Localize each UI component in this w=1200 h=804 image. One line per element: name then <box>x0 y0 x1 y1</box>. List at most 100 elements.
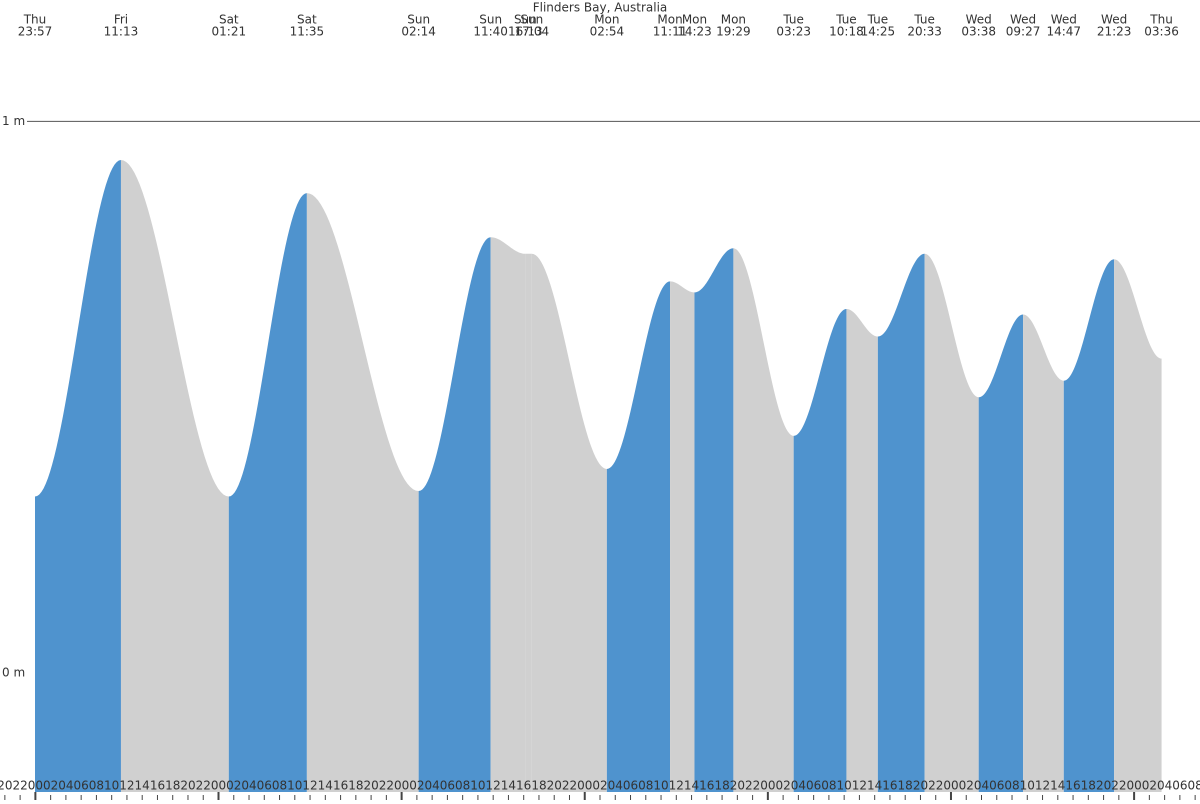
hour-label: 02 <box>409 779 424 793</box>
tide-segment <box>525 253 532 793</box>
hour-label: 14 <box>684 779 699 793</box>
hour-label: 18 <box>348 779 363 793</box>
hour-label: 08 <box>272 779 287 793</box>
tide-segment <box>1114 259 1162 793</box>
event-time: 19:29 <box>716 25 751 39</box>
event-day: Wed <box>966 13 992 27</box>
tide-segment <box>1063 259 1115 793</box>
hour-label: 04 <box>608 779 623 793</box>
hour-label: 08 <box>638 779 653 793</box>
event-time: 01:21 <box>212 25 247 39</box>
hour-label: 16 <box>699 779 714 793</box>
hour-label: 08 <box>821 779 836 793</box>
event-day: Fri <box>114 13 128 27</box>
hour-label: 10 <box>470 779 485 793</box>
event-day: Thu <box>1149 13 1173 27</box>
hour-label: 22 <box>928 779 943 793</box>
hour-label: 06 <box>623 779 638 793</box>
event-time: 11:35 <box>290 25 325 39</box>
tide-segment <box>418 237 491 792</box>
event-time: 03:23 <box>776 25 811 39</box>
hour-label: 02 <box>775 779 790 793</box>
hour-label: 00 <box>394 779 409 793</box>
event-time: 11:13 <box>104 25 139 39</box>
tide-segment <box>228 193 307 792</box>
hour-label: 10 <box>1020 779 1035 793</box>
hour-label: 06 <box>806 779 821 793</box>
hour-label: 22 <box>12 779 27 793</box>
tide-segment <box>606 281 671 792</box>
tide-segment <box>670 281 695 792</box>
hour-label: 00 <box>1126 779 1141 793</box>
event-day: Mon <box>682 13 707 27</box>
event-time: 20:33 <box>907 25 942 39</box>
event-time: 14:23 <box>677 25 712 39</box>
hour-label: 00 <box>760 779 775 793</box>
hour-label: 18 <box>1081 779 1096 793</box>
y-tick-label: 1 m <box>2 114 25 128</box>
hour-label: 20 <box>0 779 13 793</box>
hour-label: 16 <box>150 779 165 793</box>
hour-label: 18 <box>165 779 180 793</box>
hour-label: 06 <box>989 779 1004 793</box>
hour-label: 18 <box>531 779 546 793</box>
hour-label: 06 <box>1172 779 1187 793</box>
event-day: Sun <box>514 13 537 27</box>
hour-label: 06 <box>74 779 89 793</box>
event-day: Sun <box>479 13 502 27</box>
hour-label: 12 <box>1035 779 1050 793</box>
tide-areas <box>35 160 1162 793</box>
event-day: Sun <box>407 13 430 27</box>
event-day: Tue <box>913 13 935 27</box>
hour-label: 00 <box>211 779 226 793</box>
hour-label: 10 <box>837 779 852 793</box>
hour-label: 18 <box>714 779 729 793</box>
hour-label: 02 <box>226 779 241 793</box>
hour-label: 16 <box>1065 779 1080 793</box>
tide-segment <box>1023 314 1064 792</box>
hour-label: 06 <box>257 779 272 793</box>
event-day: Tue <box>867 13 889 27</box>
hour-label: 12 <box>302 779 317 793</box>
hour-label: 10 <box>104 779 119 793</box>
tide-segment <box>120 160 229 792</box>
hour-label: 08 <box>89 779 104 793</box>
hour-label: 18 <box>898 779 913 793</box>
event-time: 02:14 <box>401 25 436 39</box>
hour-label: 20 <box>1096 779 1111 793</box>
event-time: 11:40 <box>473 25 508 39</box>
tide-segment <box>877 253 925 793</box>
hour-label: 04 <box>58 779 73 793</box>
hour-label: 12 <box>852 779 867 793</box>
hour-label: 04 <box>1157 779 1172 793</box>
event-day: Wed <box>1101 13 1127 27</box>
tide-segment <box>846 308 878 792</box>
hour-label: 20 <box>730 779 745 793</box>
hour-label: 20 <box>363 779 378 793</box>
hour-label: 12 <box>669 779 684 793</box>
hour-label: 00 <box>943 779 958 793</box>
tide-segment <box>490 237 526 792</box>
chart-title: Flinders Bay, Australia <box>533 1 668 15</box>
tide-segment <box>978 314 1024 792</box>
hour-label: 10 <box>287 779 302 793</box>
hour-label: 10 <box>653 779 668 793</box>
hour-label: 16 <box>516 779 531 793</box>
event-time: 23:57 <box>18 25 53 39</box>
event-day: Wed <box>1010 13 1036 27</box>
hour-label: 22 <box>379 779 394 793</box>
hour-label: 00 <box>577 779 592 793</box>
event-day: Mon <box>657 13 682 27</box>
event-time: 10:18 <box>829 25 864 39</box>
event-day: Thu <box>23 13 47 27</box>
hour-label: 02 <box>43 779 58 793</box>
tide-segment <box>733 248 794 792</box>
hour-label: 04 <box>425 779 440 793</box>
event-time: 14:47 <box>1046 25 1081 39</box>
hour-label: 06 <box>440 779 455 793</box>
event-day: Mon <box>721 13 746 27</box>
event-day: Sun <box>520 13 543 27</box>
hour-label: 20 <box>180 779 195 793</box>
hour-label: 16 <box>333 779 348 793</box>
